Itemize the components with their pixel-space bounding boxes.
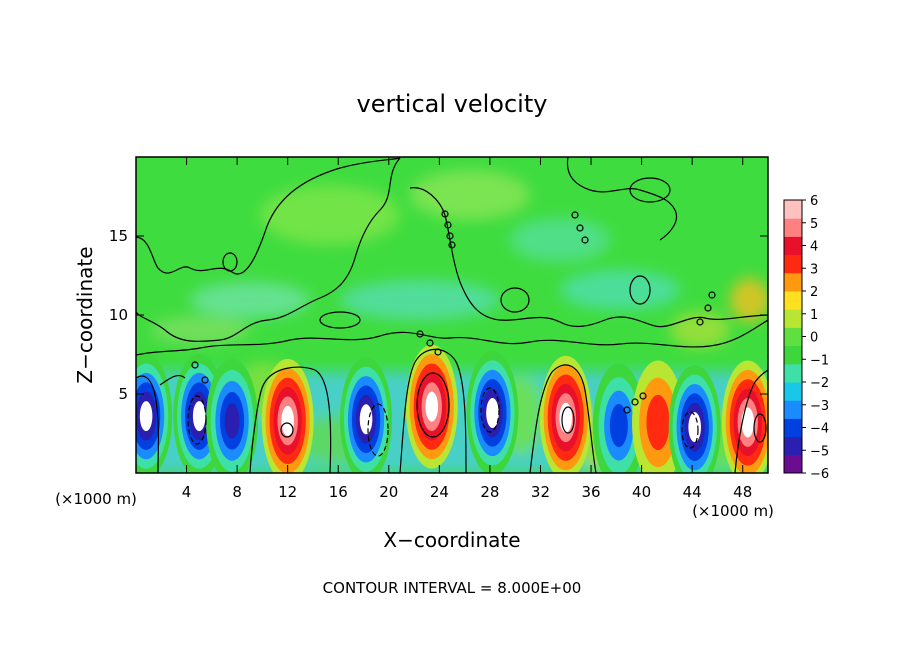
colorbar-tick-label: −1 — [810, 353, 829, 368]
x-tick-label: 32 — [531, 483, 550, 501]
colorbar-swatch — [784, 400, 802, 419]
y-axis: 5 10 15 — [109, 227, 128, 403]
colorbar-tick-label: −2 — [810, 376, 829, 391]
colorbar-swatch — [784, 454, 802, 474]
colorbar-tick-label: 3 — [810, 262, 818, 277]
velocity-cell — [668, 365, 721, 473]
plot-area — [136, 157, 768, 473]
colorbar-tick-label: 0 — [810, 331, 818, 346]
x-tick-label: 12 — [278, 483, 297, 501]
contour-interval-note: CONTOUR INTERVAL = 8.000E+00 — [323, 579, 582, 597]
colorbar-swatch — [784, 327, 802, 347]
x-tick-label: 28 — [480, 483, 499, 501]
x-axis-label: X−coordinate — [383, 528, 520, 552]
colorbar-swatch — [784, 272, 802, 292]
velocity-cell-level — [192, 401, 206, 432]
velocity-cell — [539, 355, 592, 473]
velocity-cell-level — [139, 401, 153, 432]
colorbar-swatch — [784, 254, 802, 274]
velocity-cell-level — [486, 397, 499, 428]
velocity-cell-level — [741, 407, 755, 438]
colorbar-swatch — [784, 291, 802, 310]
chart-title: vertical velocity — [357, 90, 548, 118]
x-tick-label: 24 — [430, 483, 449, 501]
colorbar-tick-label: 1 — [810, 308, 818, 323]
velocity-cell-level — [359, 404, 373, 435]
colorbar-swatch — [784, 345, 802, 365]
x-tick-label: 44 — [683, 483, 702, 501]
x-tick-label: 48 — [733, 483, 752, 501]
colorbar-swatch — [784, 436, 802, 456]
x-tick-label: 16 — [329, 483, 348, 501]
colorbar-swatch — [784, 363, 802, 383]
velocity-cell — [136, 354, 173, 473]
colorbar-swatch — [784, 309, 802, 328]
velocity-cells — [136, 344, 768, 473]
velocity-cell-level — [224, 403, 240, 439]
colorbar-swatch — [784, 200, 802, 219]
colorbar-tick-label: −6 — [810, 467, 829, 482]
x-tick-label: 8 — [232, 483, 242, 501]
velocity-cell — [466, 350, 519, 473]
velocity-cell-level — [425, 391, 439, 422]
x-tick-label: 36 — [581, 483, 600, 501]
colorbar-swatch — [784, 218, 802, 237]
velocity-cell — [261, 358, 314, 473]
colorbar-tick-label: −4 — [810, 422, 829, 437]
x-unit-left: (×1000 m) — [55, 490, 137, 508]
x-tick-label: 20 — [379, 483, 398, 501]
x-axis: 4 8 12 16 20 24 28 32 36 40 44 48 — [182, 483, 752, 501]
y-tick-label: 15 — [109, 227, 128, 245]
colorbar: 6 5 4 3 2 1 0 −1 −2 −3 −4 −5 −6 — [783, 194, 829, 482]
colorbar-tick-label: 6 — [810, 194, 818, 209]
velocity-cell-level — [609, 404, 628, 448]
colorbar-tick-label: 4 — [810, 240, 818, 255]
velocity-cell-level — [281, 405, 294, 436]
colorbar-tick-label: −5 — [810, 444, 829, 459]
y-axis-label: Z−coordinate — [73, 246, 97, 383]
y-tick-label: 5 — [118, 385, 128, 403]
velocity-cell-level — [688, 412, 701, 443]
velocity-cell — [340, 357, 393, 473]
velocity-cell — [405, 344, 458, 469]
velocity-cell — [592, 363, 645, 473]
colorbar-tick-label: −3 — [810, 399, 829, 414]
velocity-cell-level — [646, 394, 670, 451]
colorbar-swatch — [784, 418, 802, 438]
x-unit-right: (×1000 m) — [692, 502, 774, 520]
colorbar-tick-label: 5 — [810, 217, 818, 232]
colorbar-swatch — [784, 382, 802, 401]
colorbar-tick-label: 2 — [810, 285, 818, 300]
contour-lines — [136, 157, 768, 473]
y-tick-label: 10 — [109, 306, 128, 324]
colorbar-swatch — [784, 236, 802, 256]
frame-ticks — [136, 157, 768, 473]
velocity-cell — [206, 358, 259, 473]
x-tick-label: 40 — [632, 483, 651, 501]
x-tick-label: 4 — [182, 483, 192, 501]
